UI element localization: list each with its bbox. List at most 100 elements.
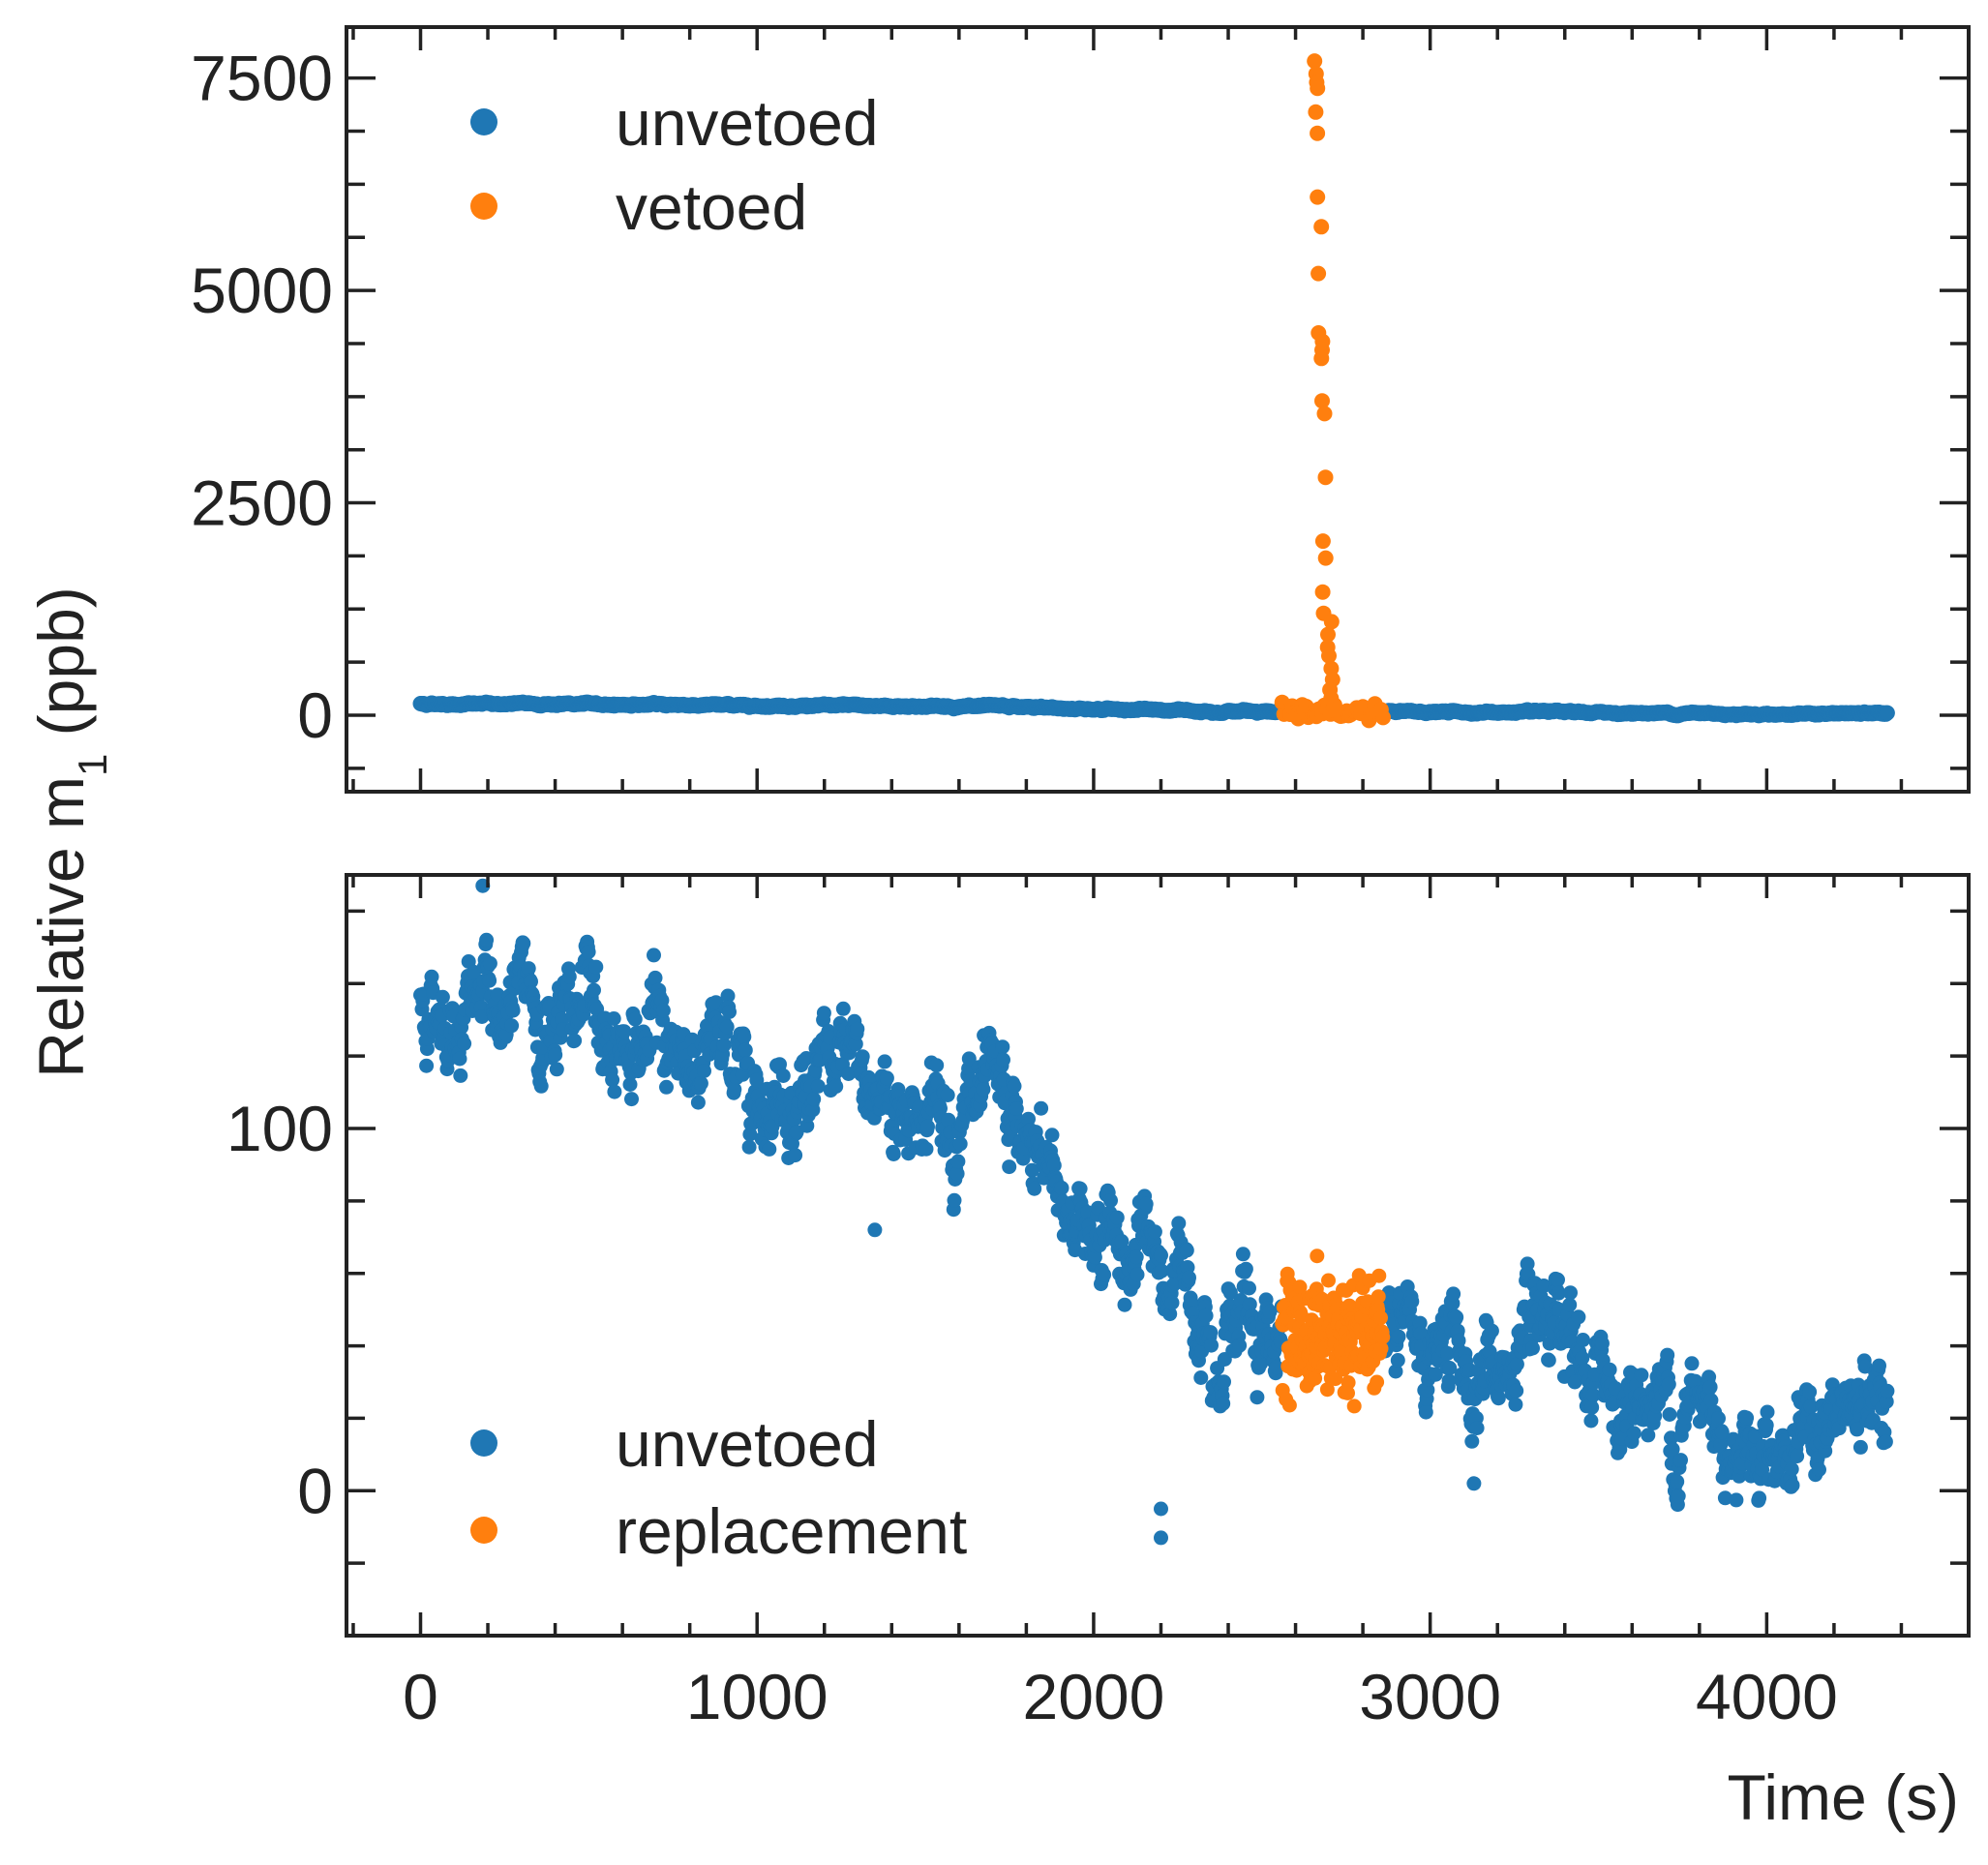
point-unvetoed <box>1702 1379 1718 1395</box>
point-unvetoed <box>1759 1418 1774 1433</box>
bottom-legend: unvetoed replacement <box>470 1408 967 1567</box>
legend-label-replacement: replacement <box>616 1495 967 1567</box>
point-unvetoed <box>1878 1434 1893 1450</box>
point-unvetoed <box>1562 1297 1578 1312</box>
point-unvetoed <box>567 1033 583 1048</box>
point-unvetoed <box>1002 1159 1017 1175</box>
point-unvetoed <box>848 1037 863 1052</box>
point-unvetoed <box>1117 1297 1132 1312</box>
point-unvetoed <box>741 1139 757 1155</box>
point-unvetoed <box>1404 1294 1420 1309</box>
y-tick-label: 7500 <box>191 43 333 114</box>
point-unvetoed <box>1222 1285 1238 1301</box>
legend-marker-unvetoed <box>470 108 497 135</box>
point-unvetoed <box>1662 1407 1677 1422</box>
point-unvetoed <box>1594 1336 1610 1351</box>
point-unvetoed <box>805 1102 821 1118</box>
point-unvetoed <box>1162 1307 1178 1322</box>
point-unvetoed <box>516 936 531 951</box>
point-unvetoed <box>1154 1263 1169 1278</box>
legend-marker-unvetoed <box>470 1429 497 1457</box>
point-unvetoed <box>1713 1437 1729 1453</box>
point-unvetoed <box>457 1036 472 1051</box>
legend-label-unvetoed: unvetoed <box>616 87 879 159</box>
point-unvetoed <box>419 1058 435 1073</box>
point-unvetoed <box>533 1078 549 1094</box>
point-replacement <box>1346 1399 1362 1414</box>
point-unvetoed <box>1262 1304 1278 1319</box>
point-unvetoed <box>435 989 450 1005</box>
point-unvetoed <box>1015 1151 1031 1166</box>
top-scatter-points <box>412 53 1895 729</box>
point-unvetoed <box>1760 1404 1775 1420</box>
point-unvetoed <box>772 1057 787 1072</box>
point-replacement <box>1371 1289 1386 1305</box>
point-unvetoed <box>490 987 505 1003</box>
point-unvetoed <box>1232 1338 1248 1353</box>
point-unvetoed <box>738 1042 753 1058</box>
point-unvetoed <box>749 1072 765 1088</box>
point-unvetoed <box>1508 1397 1523 1412</box>
point-unvetoed <box>950 1154 966 1169</box>
point-unvetoed <box>1673 1453 1688 1468</box>
point-vetoed <box>1313 219 1330 235</box>
point-unvetoed <box>1850 1422 1865 1437</box>
point-vetoed <box>1314 584 1331 600</box>
point-unvetoed <box>1087 1249 1102 1265</box>
y-tick-label: 5000 <box>191 255 333 326</box>
point-unvetoed <box>789 1125 804 1140</box>
point-unvetoed <box>1784 1461 1799 1477</box>
x-tick-label: 0 <box>403 1661 438 1732</box>
point-vetoed <box>1314 533 1331 550</box>
point-unvetoed <box>693 1075 708 1091</box>
point-unvetoed <box>1027 1181 1042 1196</box>
point-unvetoed <box>952 1136 968 1152</box>
point-vetoed <box>1326 702 1342 718</box>
y-tick-label: 0 <box>297 1455 333 1526</box>
point-unvetoed <box>855 1049 870 1065</box>
top-ticks: 0 2500 5000 7500 <box>191 27 1971 792</box>
point-unvetoed <box>1091 1200 1105 1216</box>
point-unvetoed <box>690 1095 706 1110</box>
point-unvetoed <box>1714 1425 1730 1440</box>
point-unvetoed <box>1171 1216 1187 1231</box>
point-vetoed <box>1310 189 1326 205</box>
point-replacement <box>1292 1279 1308 1295</box>
point-unvetoed <box>697 1064 711 1078</box>
point-replacement <box>1319 1382 1335 1398</box>
point-unvetoed <box>1469 1421 1485 1435</box>
point-unvetoed <box>1703 1393 1719 1408</box>
legend-label-vetoed: vetoed <box>616 171 807 243</box>
point-unvetoed <box>607 1084 622 1099</box>
point-unvetoed <box>1509 1357 1524 1372</box>
point-unvetoed <box>1242 1280 1256 1296</box>
point-unvetoed <box>1661 1376 1676 1392</box>
point-unvetoed <box>716 1038 732 1053</box>
point-unvetoed <box>947 1192 962 1208</box>
point-unvetoed <box>920 1119 935 1134</box>
point-unvetoed <box>1665 1441 1680 1457</box>
point-unvetoed <box>1054 1181 1069 1195</box>
point-unvetoed <box>479 932 495 948</box>
point-unvetoed <box>879 1070 894 1086</box>
point-unvetoed <box>1688 1373 1703 1389</box>
point-unvetoed <box>1418 1404 1433 1420</box>
point-vetoed <box>1310 265 1327 282</box>
point-unvetoed <box>655 1003 671 1018</box>
point-unvetoed <box>1739 1410 1755 1426</box>
point-unvetoed <box>1204 1338 1219 1353</box>
point-unvetoed <box>929 1058 945 1073</box>
point-vetoed <box>1307 53 1323 70</box>
point-unvetoed <box>549 1062 564 1077</box>
point-unvetoed <box>587 982 601 998</box>
point-unvetoed <box>1802 1384 1818 1399</box>
point-unvetoed <box>1044 1128 1060 1143</box>
y-tick-label: 2500 <box>191 467 333 539</box>
point-unvetoed <box>995 1039 1010 1055</box>
point-unvetoed <box>1575 1350 1590 1366</box>
point-unvetoed <box>1097 1267 1112 1282</box>
point-unvetoed <box>850 1021 865 1037</box>
x-tick-labels: 0 1000 2000 3000 4000 <box>403 1661 1838 1732</box>
point-unvetoed <box>1563 1285 1578 1301</box>
point-unvetoed <box>1464 1433 1480 1449</box>
